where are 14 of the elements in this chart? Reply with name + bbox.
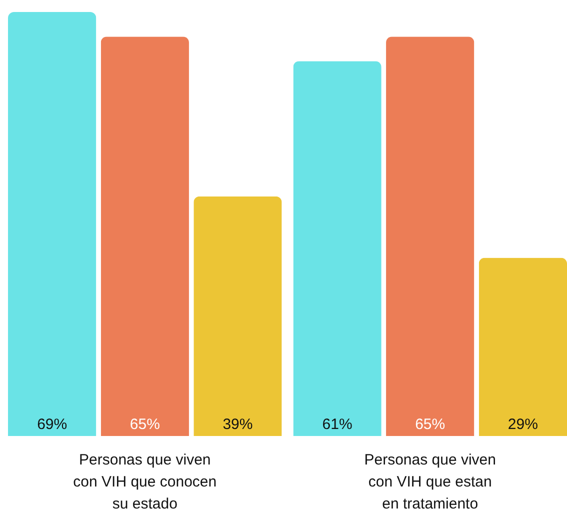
bar — [100, 36, 189, 436]
bar — [8, 12, 96, 436]
bar — [478, 258, 567, 436]
data-label: 61% — [322, 416, 352, 433]
x-tick-label: Personas que viven con VIH que conocen su estado — [73, 452, 217, 512]
bar — [293, 61, 382, 436]
data-label: 29% — [508, 416, 538, 433]
data-label: 39% — [222, 416, 253, 433]
data-label: 69% — [37, 416, 68, 433]
bar — [386, 36, 474, 436]
bar — [194, 196, 282, 436]
data-label: 65% — [415, 416, 446, 433]
x-tick-label: Personas que viven con VIH que estan en tratamiento — [364, 452, 496, 512]
data-label: 65% — [130, 416, 160, 433]
